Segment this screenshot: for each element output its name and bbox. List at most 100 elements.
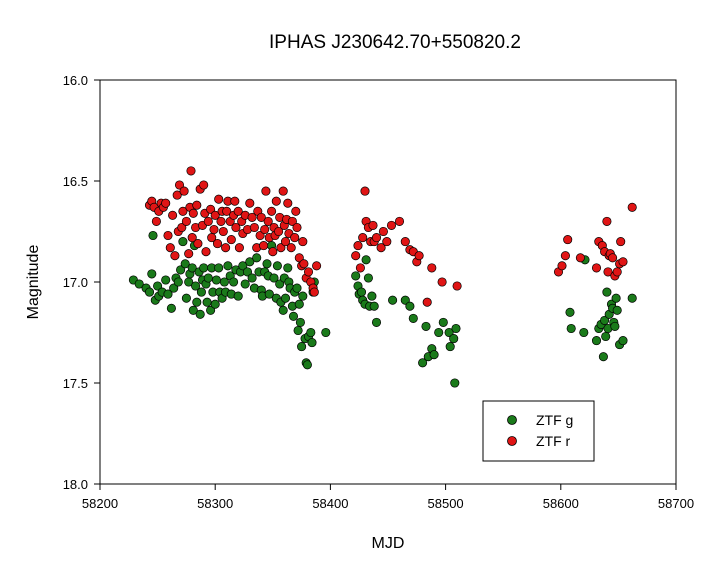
ztf-g-point (219, 277, 229, 287)
ztf-r-point (312, 261, 322, 271)
ztf-r-point (193, 239, 203, 249)
ztf-g-point (408, 313, 418, 323)
ztf-r-point (203, 216, 213, 226)
ztf-r-point (214, 194, 224, 204)
legend-marker-ztf-r (507, 436, 517, 446)
ztf-r-point (231, 222, 241, 233)
ztf-g-point (601, 331, 611, 342)
ztf-r-point (209, 224, 219, 235)
ztf-r-point (181, 216, 191, 226)
ztf-g-point (275, 279, 285, 289)
ztf-g-point (187, 263, 197, 273)
ztf-g-point (211, 275, 221, 285)
ztf-r-point (291, 206, 301, 216)
ztf-r-point (618, 257, 628, 267)
ztf-r-point (360, 186, 370, 196)
ztf-r-point (187, 233, 197, 243)
ztf-r-point (210, 210, 220, 220)
ztf-g-point (192, 297, 202, 307)
ztf-g-point (195, 309, 205, 319)
ztf-r-point (290, 233, 300, 243)
ztf-r-point (172, 190, 182, 200)
ztf-g-point (247, 273, 257, 283)
y-axis: 16.0 16.5 17.0 17.5 18.0 (63, 73, 100, 492)
ztf-r-point (216, 216, 226, 226)
ztf-g-point (169, 283, 179, 293)
ztf-r-point (280, 237, 291, 247)
ztf-g-point (295, 317, 305, 327)
ztf-r-point (563, 235, 573, 245)
ztf-r-point (351, 251, 361, 261)
ztf-g-point (280, 293, 291, 303)
ztf-g-point (598, 352, 608, 362)
ztf-r-point (371, 233, 382, 243)
ztf-r-point (278, 186, 288, 196)
ztf-g-point (450, 378, 460, 388)
legend-box (482, 400, 595, 462)
ztf-g-point (180, 259, 190, 269)
ztf-r-point (267, 206, 277, 216)
series-ztf-r (144, 166, 637, 307)
ztf-g-point (600, 315, 610, 325)
ztf-r-point (627, 202, 637, 212)
ztf-r-point (259, 241, 269, 251)
ztf-r-point (287, 216, 297, 226)
ztf-g-point (161, 275, 171, 285)
ztf-g-point (199, 263, 209, 273)
ztf-r-point (414, 251, 424, 261)
ztf-r-point (230, 196, 240, 206)
ztf-g-point (178, 237, 188, 247)
ztf-g-point (297, 342, 307, 352)
y-tick-label: 17.5 (63, 376, 88, 391)
ztf-g-point (188, 305, 198, 315)
ztf-g-point (210, 299, 220, 309)
ztf-g-point (173, 277, 183, 287)
x-tick-label: 58500 (428, 496, 464, 511)
ztf-g-point (262, 259, 272, 269)
ztf-g-point (181, 293, 191, 303)
ztf-r-point (218, 226, 228, 237)
ztf-g-point (356, 287, 367, 297)
ztf-g-point (233, 291, 243, 301)
ztf-r-point (260, 224, 270, 235)
x-tick-label: 58400 (312, 496, 348, 511)
ztf-g-point (272, 261, 282, 271)
ztf-g-point (293, 325, 303, 336)
ztf-g-point (429, 350, 439, 360)
ztf-g-point (418, 358, 428, 368)
ztf-g-point (264, 289, 274, 299)
ztf-g-point (363, 273, 373, 283)
ztf-r-point (192, 200, 202, 210)
ztf-g-point (591, 336, 602, 346)
ztf-r-point (226, 235, 236, 245)
ztf-g-point (214, 263, 224, 273)
ztf-r-point (358, 233, 368, 243)
ztf-r-point (437, 277, 447, 287)
ztf-g-point (400, 295, 410, 305)
ztf-g-point (388, 295, 398, 305)
ztf-r-point (378, 226, 388, 237)
ztf-g-point (405, 301, 415, 311)
ztf-r-point (201, 247, 211, 257)
y-tick-label: 16.5 (63, 174, 88, 189)
y-tick-label: 17.0 (63, 275, 88, 290)
ztf-r-point (221, 243, 231, 253)
ztf-r-point (394, 216, 405, 226)
ztf-g-point (191, 281, 201, 291)
x-tick-label: 58600 (543, 496, 579, 511)
ztf-g-point (451, 323, 461, 334)
ztf-g-point (238, 261, 248, 271)
ztf-g-point (438, 317, 448, 327)
ztf-g-point (202, 297, 212, 307)
ztf-r-point (163, 230, 173, 241)
ztf-r-point (174, 180, 185, 190)
ztf-r-point (386, 220, 397, 230)
ztf-r-point (382, 237, 392, 247)
ztf-r-point (206, 204, 216, 214)
ztf-g-point (203, 273, 213, 283)
y-tick-label: 16.0 (63, 73, 88, 88)
ztf-r-point (199, 180, 209, 190)
ztf-r-point (188, 208, 198, 218)
ztf-g-point (566, 323, 576, 334)
ztf-r-point (276, 243, 286, 253)
